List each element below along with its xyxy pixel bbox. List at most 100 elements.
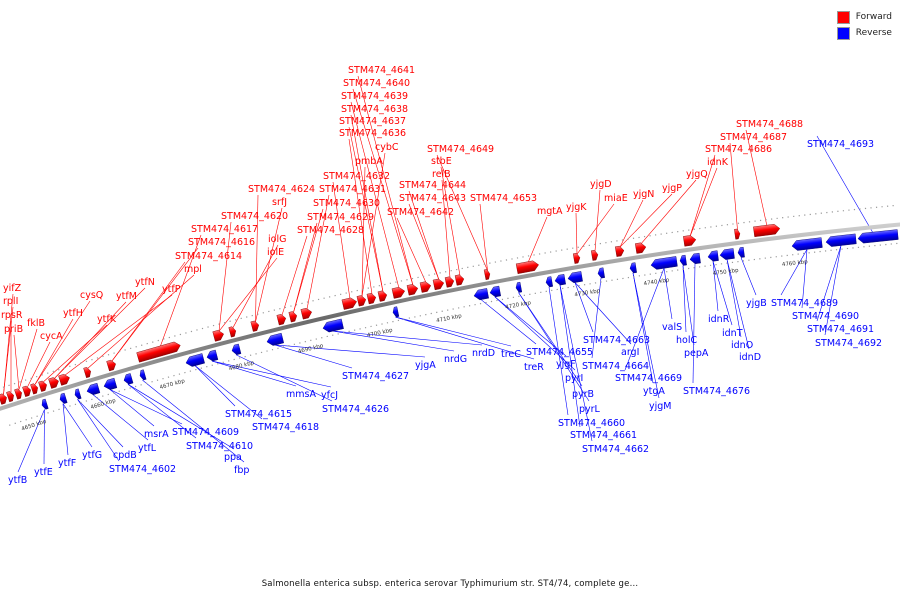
leader-line — [232, 244, 279, 328]
axis-dot — [381, 323, 383, 325]
gene-label: ytgA — [643, 386, 665, 397]
axis-dot — [58, 408, 60, 411]
axis-dot — [262, 312, 265, 314]
axis-dot — [47, 412, 49, 414]
forward-gene — [356, 295, 367, 307]
leader-line — [194, 365, 236, 407]
axis-dot — [257, 313, 259, 315]
axis-dot — [233, 358, 235, 361]
forward-gene — [444, 276, 455, 288]
axis-dot — [400, 280, 403, 282]
axis-dot — [638, 236, 640, 239]
genome-axis — [0, 222, 900, 411]
axis-dot — [218, 323, 220, 325]
leader-line — [574, 282, 594, 333]
axis-dot — [485, 301, 487, 304]
axis-dot — [323, 297, 325, 299]
axis-dot — [419, 315, 422, 317]
forward-gene — [366, 293, 377, 305]
gene-label: STM474_4624 — [248, 184, 315, 195]
gene-label: STM474_4642 — [387, 207, 454, 218]
axis-dot — [842, 210, 845, 212]
leader-line — [559, 285, 581, 428]
axis-dot — [163, 338, 165, 340]
leader-line — [632, 272, 654, 384]
axis-dot — [743, 221, 745, 224]
axis-dot — [411, 277, 414, 280]
axis-dot — [594, 282, 597, 284]
gene-label: STM474_4649 — [427, 144, 494, 155]
axis-dot — [140, 384, 142, 386]
axis-dot — [489, 262, 491, 264]
gene-label: yjgP — [662, 183, 682, 194]
axis-dot — [896, 242, 898, 245]
gene-label: STM474_4644 — [399, 180, 466, 191]
axis-dot — [490, 300, 493, 303]
gene-label: yjgB — [746, 298, 767, 309]
axis-dot — [787, 216, 789, 218]
axis-dot — [540, 291, 542, 294]
reverse-gene — [266, 332, 284, 346]
axis-dot — [240, 317, 242, 320]
axis-dot — [577, 246, 579, 248]
axis-dot — [633, 276, 635, 278]
axis-dot — [682, 230, 684, 232]
axis-dot — [317, 298, 320, 301]
forward-gene — [22, 385, 31, 397]
axis-dot — [227, 360, 230, 362]
axis-dot — [157, 339, 160, 342]
axis-dot — [479, 302, 482, 305]
axis-dot — [857, 246, 860, 249]
axis-dot — [781, 255, 783, 257]
axis-dot — [693, 267, 695, 269]
axis-dot — [826, 211, 828, 214]
reverse-gene — [857, 229, 899, 244]
leader-line — [479, 203, 488, 271]
axis-dot — [494, 261, 497, 263]
gene-label: rpsR — [1, 310, 23, 321]
axis-dot — [277, 347, 279, 350]
axis-dot — [129, 387, 131, 389]
leader-line — [682, 265, 687, 333]
leader-line — [235, 354, 333, 402]
axis-dot — [611, 279, 613, 281]
gene-label: mgtA — [537, 206, 563, 217]
gene-label: STM474_4692 — [815, 338, 882, 349]
axis-dot — [561, 287, 564, 290]
reverse-gene — [567, 271, 583, 283]
gene-label: STM474_4626 — [322, 404, 389, 415]
axis-dot — [512, 296, 515, 299]
axis-dot — [770, 218, 773, 220]
axis-tick-label: 4680 kbp — [228, 360, 255, 372]
gene-label: STM474_4629 — [307, 212, 374, 223]
leader-line — [64, 294, 173, 376]
axis-dot — [69, 405, 71, 407]
gene-label: ytfF — [58, 458, 76, 469]
leader-line — [352, 88, 414, 286]
axis-dot — [588, 244, 591, 247]
gene-label: nrdD — [472, 348, 495, 359]
forward-gene — [276, 314, 287, 326]
axis-dot — [534, 292, 537, 295]
axis-dot — [468, 305, 471, 307]
forward-gene — [300, 307, 312, 320]
axis-dot — [63, 406, 66, 409]
leader-line — [350, 114, 384, 292]
axis-dot — [726, 262, 728, 264]
axis-dot — [638, 275, 641, 277]
axis-dot — [859, 208, 861, 210]
axis-dot — [266, 350, 268, 352]
axis-dot — [566, 248, 568, 250]
leader-line — [62, 403, 69, 456]
gene-label: treR — [524, 362, 544, 373]
gene-label: ytfL — [138, 443, 157, 454]
gene-label: pyrI — [565, 373, 583, 384]
gene-label: STM474_4632 — [323, 171, 390, 182]
gene-label: iolG — [268, 234, 286, 245]
axis-dot — [643, 235, 646, 238]
gene-label: rplI — [3, 296, 18, 307]
axis-dot — [433, 273, 436, 275]
leader-line — [396, 217, 427, 283]
axis-dot — [720, 263, 723, 265]
axis-dot — [234, 319, 237, 321]
